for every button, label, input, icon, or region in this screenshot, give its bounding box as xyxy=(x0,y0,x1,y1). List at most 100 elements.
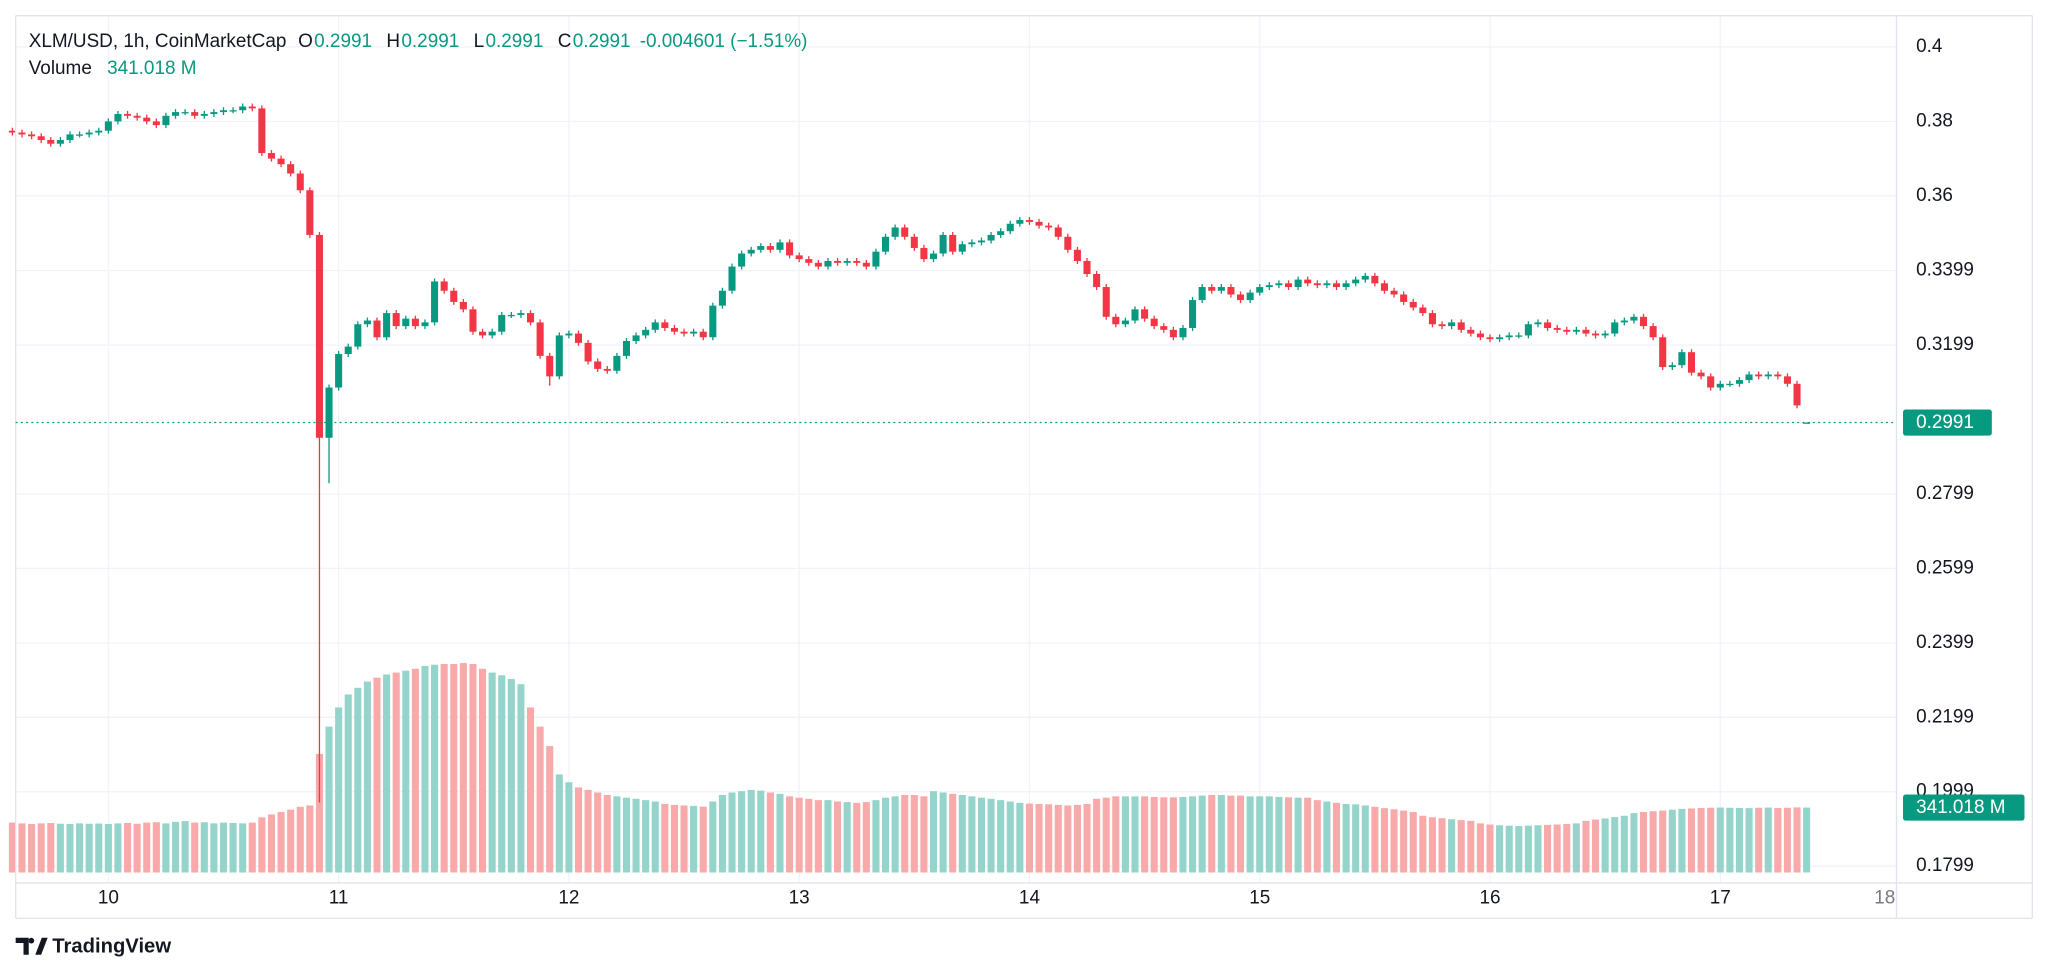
candle-body xyxy=(882,236,890,252)
volume-bar xyxy=(1726,807,1734,873)
volume-bar xyxy=(699,806,707,873)
volume-bar xyxy=(267,814,275,873)
candle-body xyxy=(1284,283,1293,288)
volume-bar xyxy=(574,787,583,873)
candle-body xyxy=(968,242,976,245)
candle-body xyxy=(747,249,755,254)
volume-bar xyxy=(479,668,487,873)
volume-bar xyxy=(1400,810,1408,873)
candle-body xyxy=(1045,225,1053,228)
volume-bar xyxy=(421,665,429,873)
volume-bar xyxy=(162,823,170,873)
candle-body xyxy=(910,236,918,248)
last-price-tag xyxy=(1903,409,1992,436)
volume-bar xyxy=(1304,797,1312,873)
volume-bar xyxy=(363,681,371,873)
volume-bar xyxy=(1227,795,1235,873)
candle-body xyxy=(392,313,400,327)
candle-body xyxy=(1016,220,1024,224)
x-tick-label: 12 xyxy=(558,888,579,909)
volume-bar xyxy=(872,800,880,873)
legend: XLM/USD, 1h, CoinMarketCap Volume 341.01… xyxy=(29,31,808,79)
candle-body xyxy=(104,121,112,131)
volume-bar xyxy=(565,782,573,873)
candle-body xyxy=(1361,275,1369,280)
volume-bar xyxy=(459,663,467,873)
x-tick-label: 10 xyxy=(98,888,119,909)
volume-bar xyxy=(1332,802,1341,873)
candle-body xyxy=(1448,322,1456,327)
candle-body xyxy=(1735,380,1743,384)
candle-body xyxy=(814,262,822,267)
volume-bar xyxy=(805,798,813,873)
candle-body xyxy=(124,113,132,116)
volume-bar xyxy=(1524,825,1532,873)
candle-body xyxy=(171,112,180,116)
volume-bar xyxy=(1515,826,1523,873)
candle-body xyxy=(690,331,698,334)
legend-value: 0.2991 xyxy=(485,31,543,52)
volume-bar xyxy=(239,823,247,873)
volume-bar xyxy=(1553,824,1561,873)
volume-bar xyxy=(335,707,343,873)
legend-label: H xyxy=(386,31,400,52)
volume-bar xyxy=(651,801,659,873)
volume-bar xyxy=(661,803,669,873)
candle-body xyxy=(56,140,64,144)
candle-body xyxy=(536,322,544,356)
candle-body xyxy=(939,234,947,254)
volume-bar xyxy=(1755,807,1763,873)
volume-bar xyxy=(1025,803,1033,873)
candle-body xyxy=(37,136,45,141)
volume-bar xyxy=(1505,825,1513,873)
volume-bar xyxy=(1707,807,1715,873)
candle-body xyxy=(1256,287,1264,293)
candle-body xyxy=(1668,365,1676,368)
volume-bar xyxy=(181,821,189,873)
volume-bar xyxy=(171,821,180,873)
volume-bar xyxy=(1208,795,1216,873)
y-tick-label: 0.4 xyxy=(1916,36,1942,57)
volume-bar xyxy=(1783,807,1791,873)
candle-body xyxy=(526,313,535,323)
volume-bar xyxy=(47,822,55,873)
volume-bar xyxy=(1352,804,1360,873)
candle-body xyxy=(498,314,506,332)
volume-bar xyxy=(344,694,352,873)
candle-body xyxy=(162,115,170,126)
volume-bar xyxy=(114,823,122,873)
candle-body xyxy=(1064,236,1072,250)
candle-body xyxy=(1582,329,1590,334)
y-tick-label: 0.2199 xyxy=(1916,706,1974,727)
candle-body xyxy=(949,234,957,252)
legend-value: 0.2991 xyxy=(401,31,459,52)
volume-bar xyxy=(28,823,36,873)
last-volume-tag xyxy=(1903,794,2025,821)
volume-bar xyxy=(536,726,544,873)
candle-body xyxy=(1313,283,1321,286)
candle-body xyxy=(143,117,151,122)
candle-body xyxy=(997,231,1005,235)
volume-bar xyxy=(1745,808,1753,873)
volume-bar xyxy=(891,796,899,873)
candle-body xyxy=(479,331,487,336)
volume-bar xyxy=(987,798,995,873)
candle-body xyxy=(1179,327,1187,338)
candle-body xyxy=(1783,376,1791,384)
y-tick-label: 0.2799 xyxy=(1916,483,1974,504)
candle-body xyxy=(1265,285,1273,288)
volume-bar xyxy=(1198,795,1206,873)
candle-body xyxy=(1409,301,1417,308)
volume-bar xyxy=(1160,797,1168,873)
legend-value: 0.2991 xyxy=(314,31,372,52)
legend-change: -0.004601 (−1.51%) xyxy=(640,31,808,52)
volume-bar xyxy=(219,822,228,873)
volume-bar xyxy=(37,823,45,873)
volume-bar xyxy=(1102,797,1110,873)
volume-bar xyxy=(1467,820,1475,873)
candle-body xyxy=(1304,279,1312,284)
candle-body xyxy=(210,112,218,114)
candle-body xyxy=(8,130,16,133)
candle-body xyxy=(421,322,429,327)
volume-bar xyxy=(152,822,160,873)
